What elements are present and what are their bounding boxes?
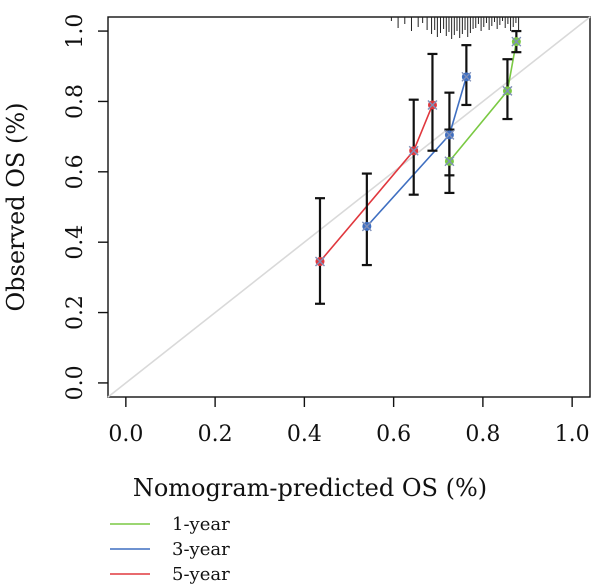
y-tick-label: 1.0 — [63, 14, 88, 49]
series-layer — [314, 29, 522, 305]
data-point-cross-3-year — [444, 129, 455, 140]
x-axis-title: Nomogram-predicted OS (%) — [133, 474, 487, 502]
x-tick-label: 0.0 — [108, 422, 143, 447]
plot-frame — [107, 16, 591, 398]
axis-layer: 0.0 0.2 0.4 0.6 0.8 1.0 0.0 0.2 0.4 0.6 0.8 1.0 — [63, 14, 590, 447]
y-tick-label: 0.2 — [63, 295, 88, 330]
data-point-cross-3-year — [461, 71, 472, 82]
data-point-cross-1-year — [511, 36, 522, 47]
reference-line-layer — [107, 16, 591, 398]
x-tick-label: 0.6 — [376, 422, 411, 447]
x-tick-label: 0.4 — [287, 422, 322, 447]
data-point-cross-1-year — [444, 156, 455, 167]
data-point-cross-3-year — [361, 221, 372, 232]
data-point-cross-5-year — [427, 99, 438, 110]
legend-label-1-year: 1-year — [172, 514, 230, 535]
data-point-cross-1-year — [502, 85, 513, 96]
reference-diagonal-line — [107, 16, 591, 398]
series-line-5-year — [319, 104, 434, 263]
legend-label-5-year: 5-year — [172, 564, 230, 585]
x-tick-label: 0.8 — [465, 422, 500, 447]
x-tick-label: 0.2 — [198, 422, 233, 447]
y-axis-title: Observed OS (%) — [2, 102, 30, 311]
y-tick-label: 0.4 — [63, 225, 88, 260]
y-tick-label: 0.8 — [63, 84, 88, 119]
data-point-cross-5-year — [408, 145, 419, 156]
x-tick-label: 1.0 — [555, 422, 590, 447]
data-point-cross-5-year — [314, 256, 325, 267]
legend-label-3-year: 3-year — [172, 539, 230, 560]
y-tick-label: 0.0 — [63, 365, 88, 400]
legend: 1-year 3-year 5-year — [110, 514, 230, 585]
rug-layer — [390, 17, 520, 39]
y-tick-label: 0.6 — [63, 154, 88, 189]
